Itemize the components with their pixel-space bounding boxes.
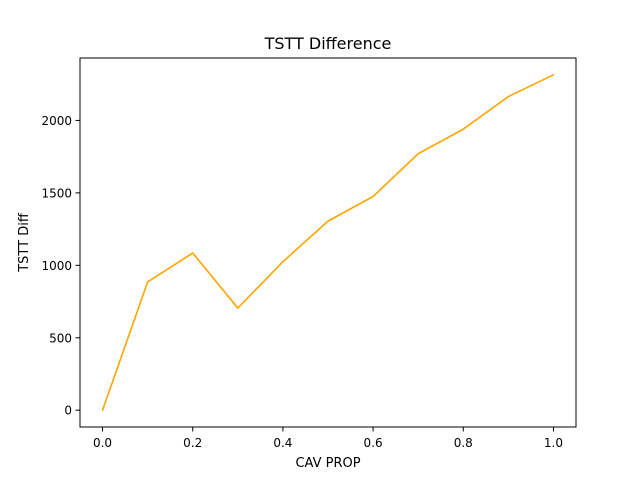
axes-frame [79,57,577,428]
series-layer [101,74,555,411]
y-tick-label: 0 [64,404,72,418]
y-tick-label: 2000 [41,114,72,128]
x-tick-label: 0.6 [364,436,383,450]
x-axis-ticks: 0.0 0.2 0.4 0.6 0.8 1.0 [93,427,563,450]
x-axis-label: CAV PROP [295,456,360,471]
x-tick-label: 0.4 [273,436,292,450]
plot-area [80,58,576,427]
y-axis-label: TSTT Diff [17,212,32,273]
y-tick-label: 500 [49,331,72,345]
series-line [101,74,555,411]
x-tick-label: 0.2 [183,436,202,450]
y-tick-label: 1000 [41,259,72,273]
y-axis-ticks: 0 500 1000 1500 2000 [41,114,80,418]
x-tick-label: 0.8 [454,436,473,450]
x-tick-label: 1.0 [544,436,563,450]
x-tick-label: 0.0 [93,436,112,450]
y-tick-label: 1500 [41,186,72,200]
chart-title: TSTT Difference [264,34,392,53]
